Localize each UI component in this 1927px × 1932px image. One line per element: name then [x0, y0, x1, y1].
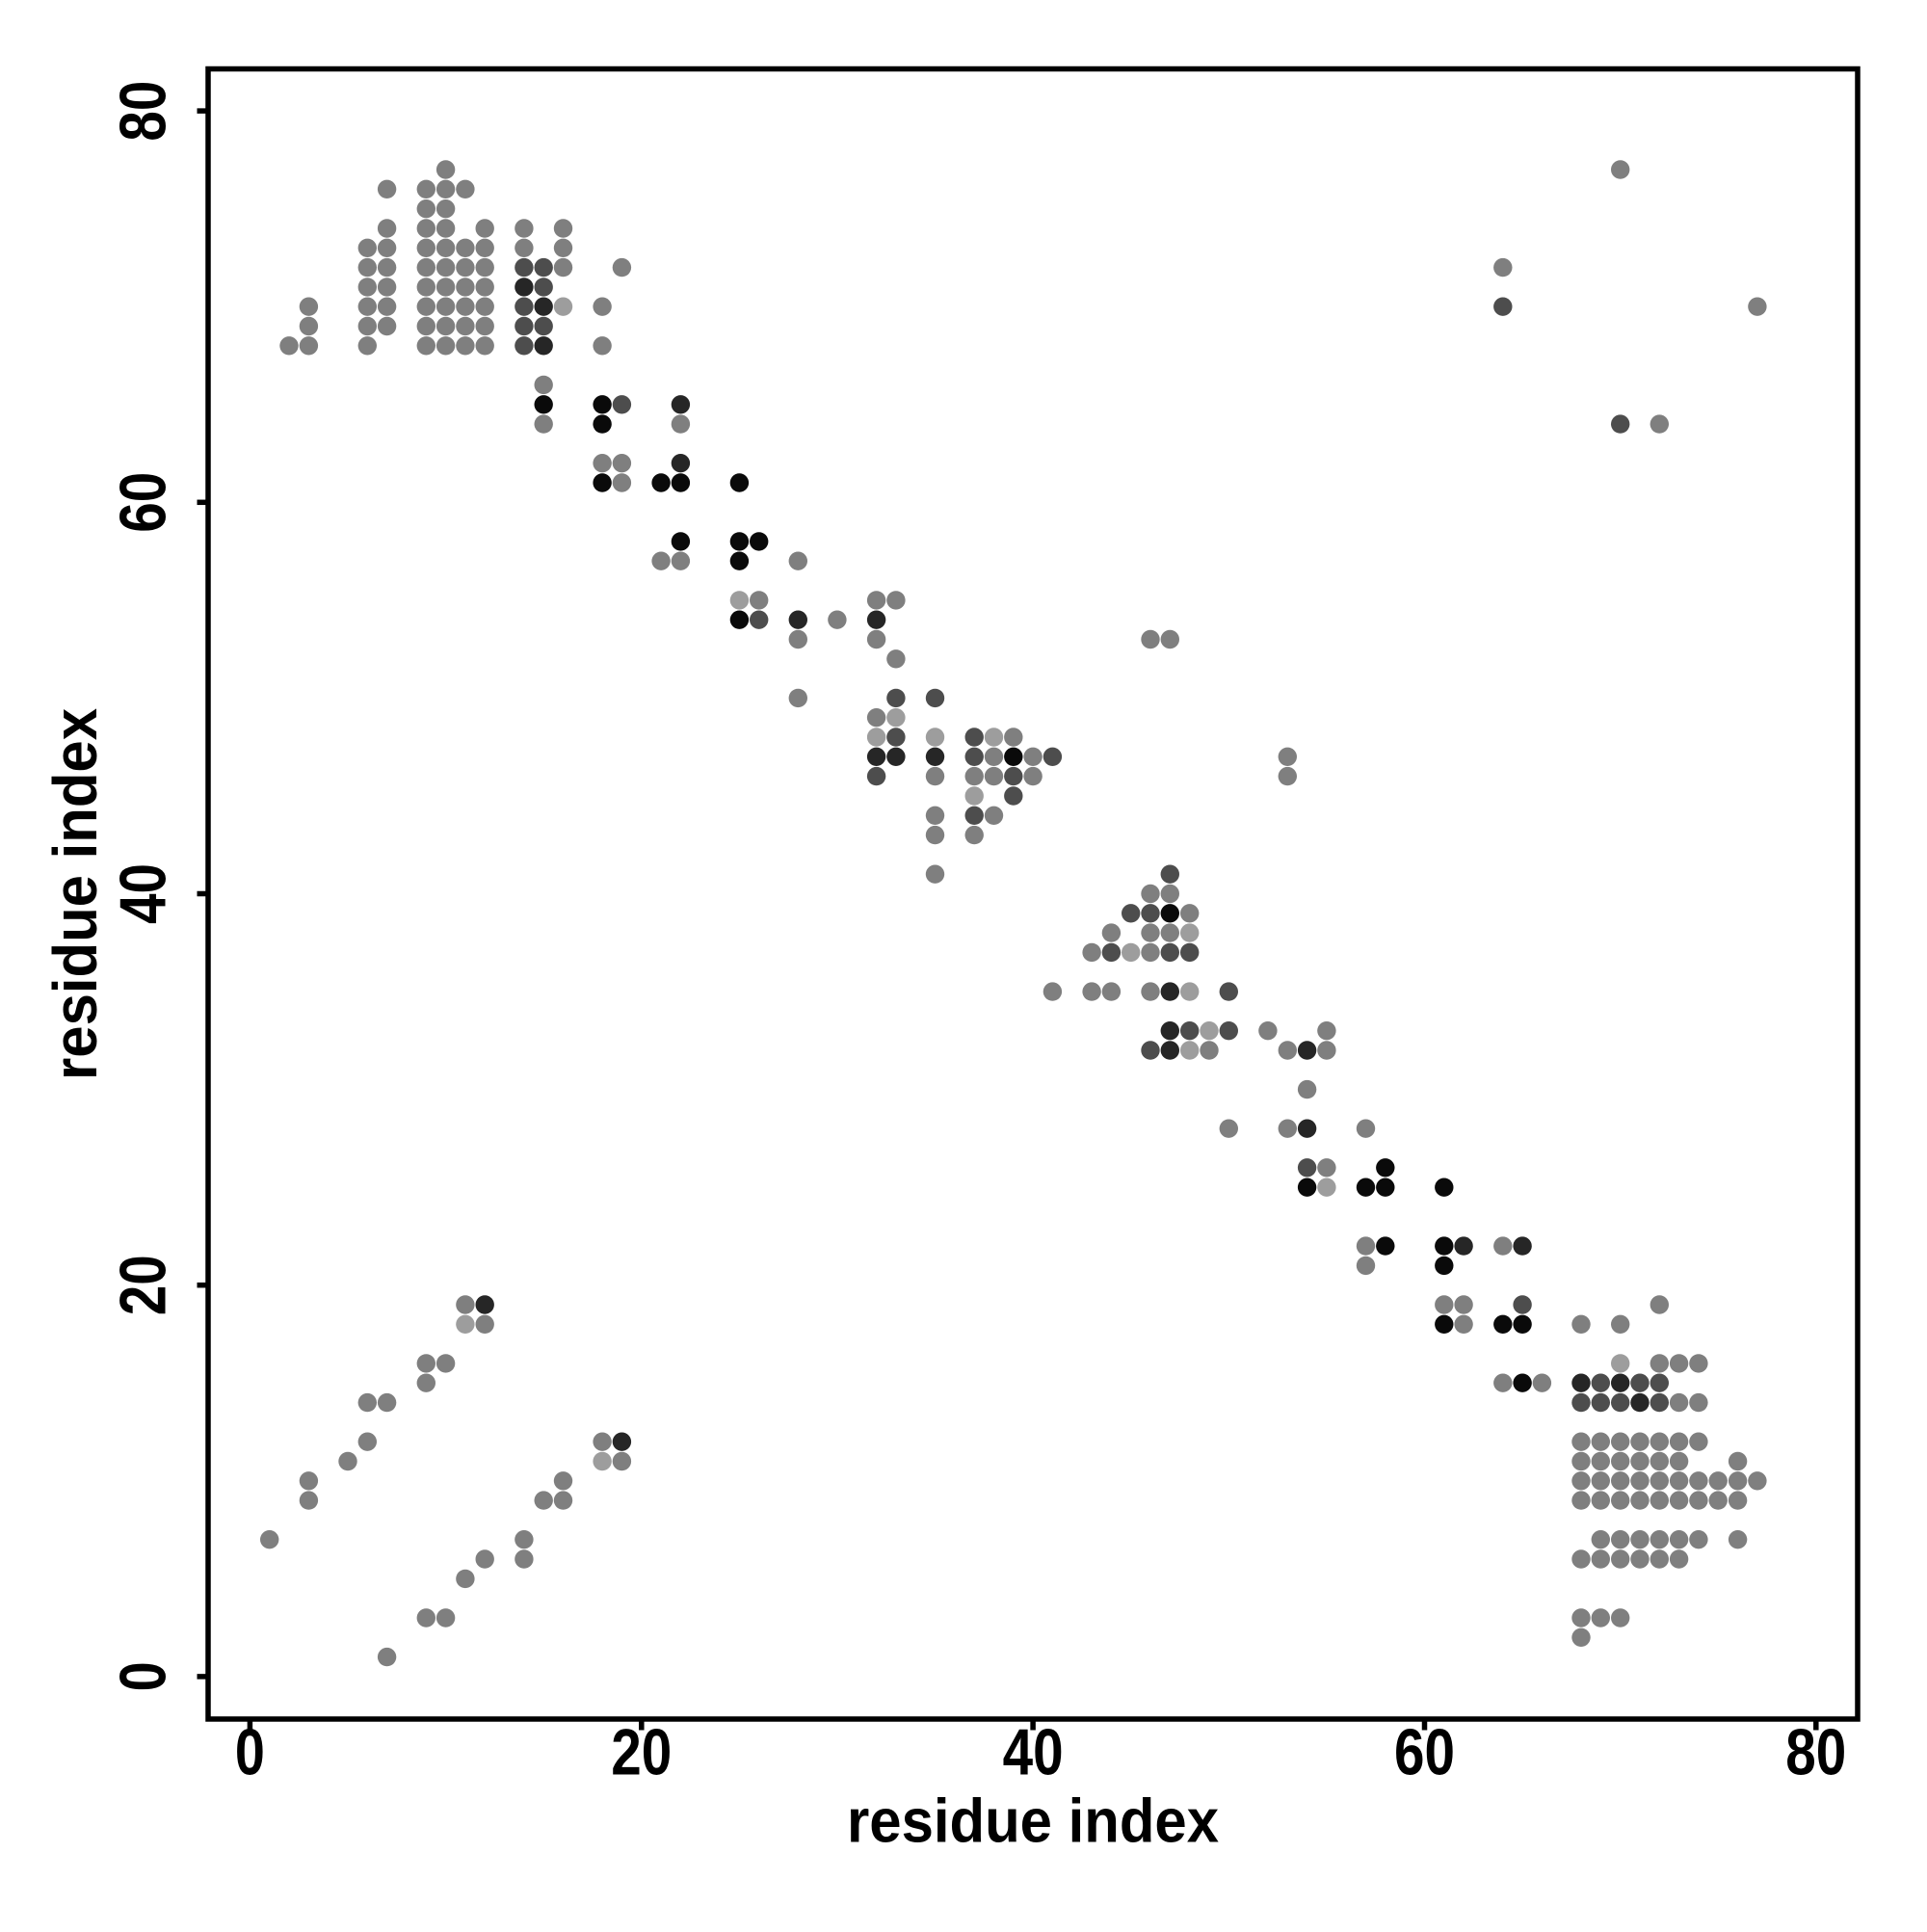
svg-text:20: 20	[108, 1255, 180, 1315]
svg-text:80: 80	[1785, 1717, 1846, 1789]
svg-text:40: 40	[108, 863, 180, 924]
svg-text:residue index: residue index	[847, 1786, 1219, 1856]
svg-text:20: 20	[611, 1717, 672, 1789]
svg-text:60: 60	[1394, 1717, 1455, 1789]
svg-text:residue index: residue index	[40, 708, 110, 1080]
svg-text:60: 60	[108, 472, 180, 533]
svg-text:80: 80	[108, 81, 180, 142]
svg-text:0: 0	[235, 1717, 265, 1789]
svg-text:40: 40	[1003, 1717, 1064, 1789]
svg-text:0: 0	[108, 1661, 180, 1691]
